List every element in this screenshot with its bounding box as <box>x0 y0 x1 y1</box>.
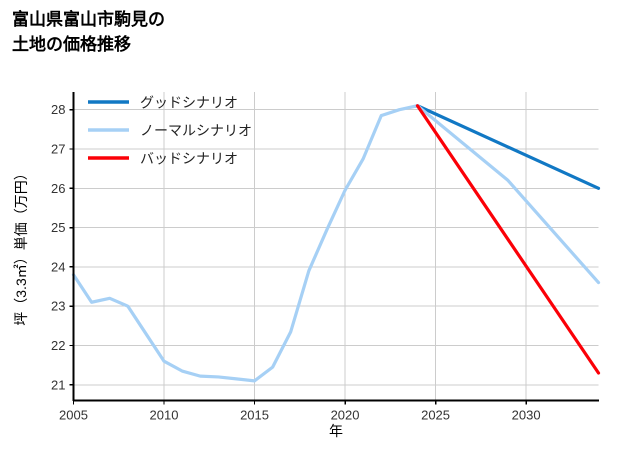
x-tick-label: 2025 <box>421 408 450 423</box>
series-line-バッドシナリオ <box>415 104 601 375</box>
axis-spines <box>72 92 599 402</box>
series-group <box>71 104 601 383</box>
y-tick-label: 28 <box>51 102 65 117</box>
y-tick-label: 24 <box>51 259 65 274</box>
y-tick-label: 23 <box>51 299 65 314</box>
series-line-グッドシナリオ <box>415 104 601 190</box>
chart-title: 富山県富山市駒見の 土地の価格推移 <box>12 8 412 57</box>
legend-label-1: ノーマルシナリオ <box>140 123 252 139</box>
x-tick-label: 2010 <box>150 408 179 423</box>
x-tick-label: 2005 <box>59 408 88 423</box>
y-tick-label: 22 <box>51 338 65 353</box>
series-line-ノーマルシナリオ <box>71 104 601 383</box>
legend-label-2: バッドシナリオ <box>140 151 238 167</box>
chart-title-line-1: 富山県富山市駒見の <box>12 10 165 29</box>
y-tick-label: 25 <box>51 220 65 235</box>
y-tick-label: 21 <box>51 377 65 392</box>
x-tick-label: 2015 <box>240 408 269 423</box>
y-tick-label: 26 <box>51 181 65 196</box>
x-tick-label: 2020 <box>331 408 360 423</box>
x-tick-labels: 2005 2010 2015 2020 2025 2030 <box>59 408 541 423</box>
y-tick-label: 27 <box>51 141 65 156</box>
tick-marks-group <box>69 108 527 405</box>
x-tick-label: 2030 <box>512 408 541 423</box>
x-axis-title: 年 <box>329 423 343 439</box>
y-axis-title: 坪（3.3㎡）単価（万円） <box>13 166 29 325</box>
y-tick-labels: 21 22 23 24 25 26 27 28 <box>51 102 65 392</box>
legend-label-0: グッドシナリオ <box>140 95 238 111</box>
chart-title-line-2: 土地の価格推移 <box>12 34 131 54</box>
